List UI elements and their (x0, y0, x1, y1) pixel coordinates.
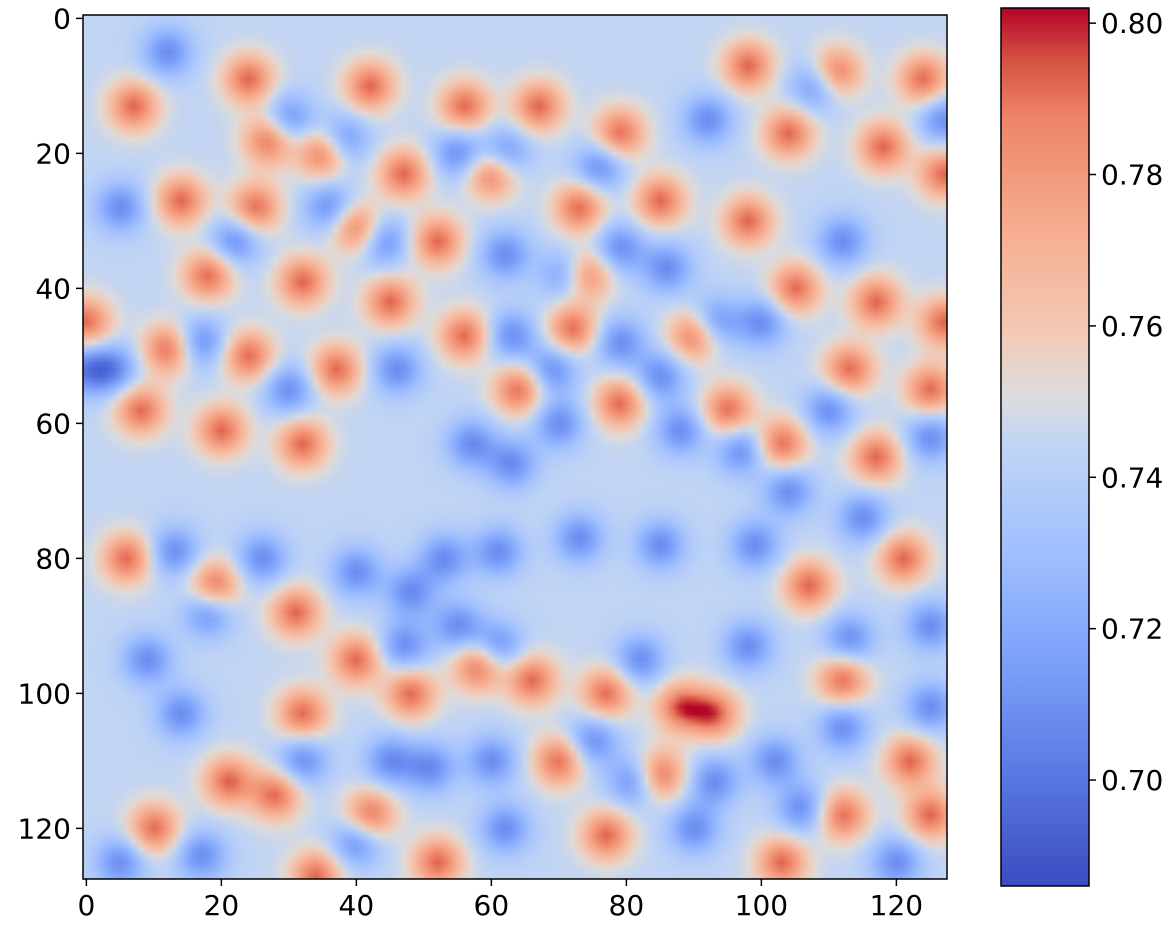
y-axis: 0 20 40 60 80 100 120 (18, 2, 83, 845)
x-tick-label: 80 (609, 889, 645, 922)
x-tick-label: 20 (204, 889, 240, 922)
y-tick-label: 20 (35, 137, 71, 170)
colorbar-tick-label: 0.80 (1101, 7, 1163, 40)
y-tick-label: 0 (53, 2, 71, 35)
plot-frame (82, 14, 948, 880)
x-axis: 0 20 40 60 80 100 120 (77, 879, 923, 922)
y-tick-label: 60 (35, 407, 71, 440)
colorbar-tick-label: 0.70 (1101, 764, 1163, 797)
x-tick-label: 100 (735, 889, 788, 922)
colorbar-tick-label: 0.78 (1101, 159, 1163, 192)
y-tick-label: 40 (35, 272, 71, 305)
x-tick-label: 0 (77, 889, 95, 922)
colorbar-axis: 0.70 0.72 0.74 0.76 0.78 0.80 (1089, 7, 1163, 797)
x-tick-label: 120 (870, 889, 923, 922)
colorbar-tick-label: 0.72 (1101, 613, 1163, 646)
colorbar-gradient (1001, 8, 1089, 886)
colorbar-frame (1000, 7, 1090, 887)
heatmap-image (83, 15, 947, 879)
colorbar: 0.70 0.72 0.74 0.76 0.78 0.80 (1000, 7, 1163, 887)
heatmap-plot-area (82, 14, 948, 880)
x-tick-label: 40 (339, 889, 375, 922)
colorbar-tick-label: 0.76 (1101, 310, 1163, 343)
x-tick-label: 60 (474, 889, 510, 922)
y-tick-label: 100 (18, 677, 71, 710)
colorbar-tick-label: 0.74 (1101, 461, 1163, 494)
y-tick-label: 80 (35, 542, 71, 575)
y-tick-label: 120 (18, 812, 71, 845)
